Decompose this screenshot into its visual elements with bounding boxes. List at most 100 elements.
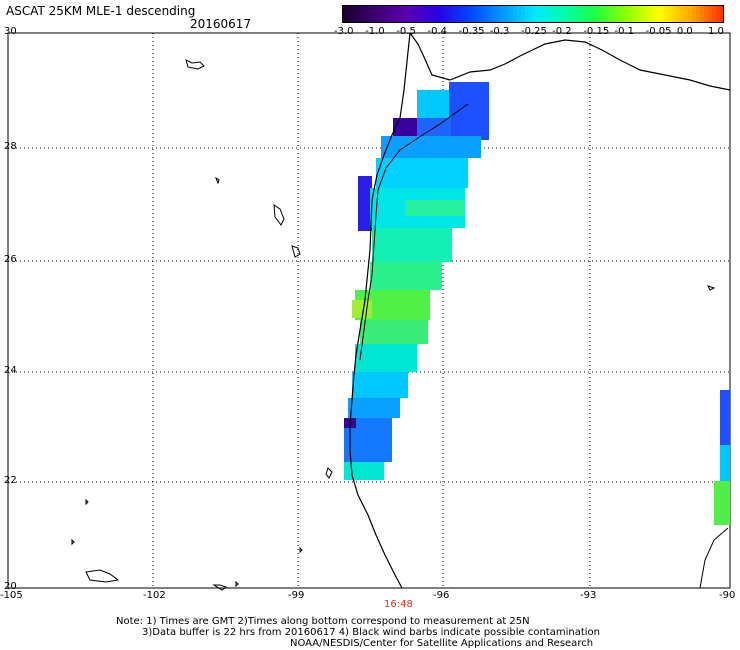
colorbar-cell xyxy=(660,5,665,23)
colorbar-cell xyxy=(620,5,626,23)
colorbar-cell xyxy=(361,5,367,23)
colorbar-cell xyxy=(473,5,478,23)
small-features xyxy=(71,59,716,591)
colorbar-cell xyxy=(680,5,685,23)
colorbar-cell xyxy=(688,5,693,23)
colorbar-cell xyxy=(684,5,689,23)
note-line-2: 3)Data buffer is 22 hrs from 20160617 4)… xyxy=(142,627,600,638)
colorbar-cell xyxy=(560,5,566,23)
colorbar-cell xyxy=(712,5,717,23)
lat-label-28: 28 xyxy=(4,141,17,152)
colorbar-cell xyxy=(704,5,709,23)
colorbar-cell xyxy=(540,5,546,23)
colorbar-tick-label: -1.0 xyxy=(365,26,385,37)
colorbar-cell xyxy=(401,5,407,23)
colorbar-cell xyxy=(696,5,701,23)
colorbar-cell xyxy=(421,5,427,23)
colorbar-cell xyxy=(433,5,439,23)
colorbar-cell xyxy=(536,5,542,23)
colorbar-cell xyxy=(373,5,379,23)
colorbar-cell xyxy=(393,5,399,23)
lat-label-24: 24 xyxy=(4,365,17,376)
colorbar-cell xyxy=(525,5,530,23)
colorbar-cell xyxy=(521,5,526,23)
colorbar-cell xyxy=(409,5,415,23)
colorbar-cell xyxy=(417,5,423,23)
colorbar-cell xyxy=(548,5,554,23)
colorbar-cell xyxy=(628,5,634,23)
colorbar-cell xyxy=(461,5,466,23)
colorbar-cell xyxy=(377,5,383,23)
colorbar-cell xyxy=(572,5,578,23)
colorbar-cell xyxy=(389,5,395,23)
colorbar-tick-label: 1.0 xyxy=(708,26,724,37)
colorbar-tick-label: 0.0 xyxy=(676,26,693,37)
colorbar-tick-label: -0.05 xyxy=(645,26,672,37)
barrier-islands xyxy=(359,103,469,361)
colorbar-cell xyxy=(489,5,494,23)
colorbar-cell xyxy=(632,5,638,23)
colorbar-cell xyxy=(441,5,447,23)
colorbar-cell xyxy=(616,5,622,23)
colorbar-cell xyxy=(664,5,669,23)
colorbar-cell xyxy=(429,5,435,23)
colorbar-cell xyxy=(385,5,391,23)
map-frame xyxy=(7,32,731,589)
lon-label-102: -102 xyxy=(143,590,166,601)
colorbar-cell xyxy=(505,5,510,23)
lon-label-90: -90 xyxy=(719,590,736,601)
colorbar-cell xyxy=(529,5,534,23)
coastline xyxy=(349,32,731,589)
lon-label-93: -93 xyxy=(580,590,597,601)
colorbar-cell xyxy=(588,5,594,23)
colorbar-cell xyxy=(716,5,721,23)
colorbar-cell xyxy=(672,5,677,23)
colorbar-cell xyxy=(477,5,482,23)
colorbar-cell xyxy=(485,5,490,23)
colorbar-cell xyxy=(708,5,713,23)
colorbar-cell xyxy=(564,5,570,23)
colorbar-cell xyxy=(353,5,359,23)
colorbar-cell xyxy=(405,5,411,23)
colorbar-tick-label: -0.35 xyxy=(458,26,485,37)
colorbar-cell xyxy=(453,5,458,23)
colorbar-cell xyxy=(357,5,363,23)
colorbar-cell xyxy=(656,5,661,23)
colorbar-cell xyxy=(692,5,697,23)
colorbar-cell xyxy=(592,5,598,23)
colorbar-cell xyxy=(544,5,550,23)
colorbar-cell xyxy=(624,5,630,23)
colorbar-cell xyxy=(513,5,518,23)
colorbar-cell xyxy=(720,5,724,23)
colorbar-cell xyxy=(365,5,371,23)
colorbar-cell xyxy=(437,5,443,23)
colorbar-cell xyxy=(501,5,506,23)
colorbar-cell xyxy=(584,5,590,23)
colorbar-cell xyxy=(457,5,462,23)
lon-label-105: -105 xyxy=(0,590,23,601)
colorbar-cell xyxy=(533,5,538,23)
colorbar-cell xyxy=(636,5,642,23)
colorbar-tick-label: -0.5 xyxy=(396,26,416,37)
colorbar-cell xyxy=(342,5,347,23)
yucatan-coast xyxy=(699,527,729,589)
colorbar-cell xyxy=(576,5,582,23)
colorbar-cell xyxy=(640,5,646,23)
colorbar-cell xyxy=(381,5,387,23)
colorbar-cell xyxy=(349,5,355,23)
colorbar-tick-label: -0.25 xyxy=(521,26,547,37)
colorbar-cell xyxy=(644,5,649,23)
colorbar-cell xyxy=(604,5,610,23)
lon-label-99: -99 xyxy=(288,590,305,601)
colorbar-cell xyxy=(580,5,586,23)
colorbar-tick-label: -3.0 xyxy=(334,26,354,37)
note-line-1: Note: 1) Times are GMT 2)Times along bot… xyxy=(116,616,530,627)
colorbar-cell xyxy=(397,5,403,23)
colorbar-cell xyxy=(517,5,522,23)
colorbar-cell xyxy=(648,5,653,23)
colorbar-cell xyxy=(497,5,502,23)
colorbar-cell xyxy=(481,5,486,23)
colorbar-cell xyxy=(556,5,562,23)
colorbar-cell xyxy=(552,5,558,23)
colorbar-outline xyxy=(342,5,724,23)
